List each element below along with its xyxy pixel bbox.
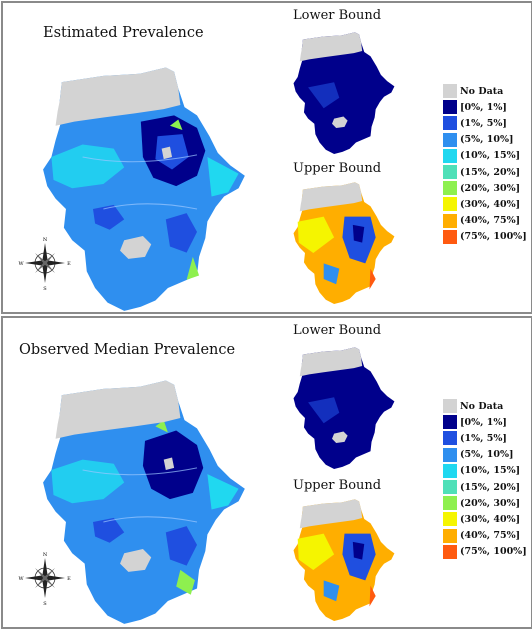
lower-bound-map: [293, 32, 395, 154]
svg-text:W: W: [18, 576, 24, 582]
legend-item: [0%, 1%]: [443, 414, 527, 430]
observed-prevalence-map: [43, 380, 245, 624]
svg-text:W: W: [18, 261, 24, 267]
observed-panel: Observed Median Prevalence Lower Bound U…: [1, 316, 532, 629]
legend: No Data [0%, 1%] (1%, 5%] (5%, 10%] (10%…: [443, 398, 527, 560]
legend-item: (10%, 15%]: [443, 463, 527, 479]
legend-item: No Data: [443, 398, 527, 414]
legend-item: (1%, 5%]: [443, 115, 527, 131]
upper-bound-label: Upper Bound: [293, 478, 382, 493]
legend-item: [0%, 1%]: [443, 99, 527, 115]
legend-item: (10%, 15%]: [443, 148, 527, 164]
upper-bound-map: [293, 499, 395, 621]
legend-item: (75%, 100%]: [443, 229, 527, 245]
legend-item: (75%, 100%]: [443, 544, 527, 560]
panel-title: Observed Median Prevalence: [19, 342, 236, 358]
svg-text:S: S: [43, 286, 47, 291]
compass-rose-icon: N S E W: [18, 552, 71, 606]
legend-item: (40%, 75%]: [443, 213, 527, 229]
panel-title: Estimated Prevalence: [43, 25, 204, 41]
estimated-prevalence-map: [43, 67, 245, 311]
legend-item: (40%, 75%]: [443, 528, 527, 544]
legend-item: (15%, 20%]: [443, 479, 527, 495]
upper-bound-map: [293, 182, 395, 304]
svg-text:S: S: [43, 601, 47, 606]
lower-bound-label: Lower Bound: [293, 323, 382, 338]
legend-item: (20%, 30%]: [443, 495, 527, 511]
estimated-panel: Estimated Prevalence Lower Bound Upper B…: [1, 1, 532, 314]
legend-item: (5%, 10%]: [443, 447, 527, 463]
legend-item: (20%, 30%]: [443, 180, 527, 196]
legend: No Data [0%, 1%] (1%, 5%] (5%, 10%] (10%…: [443, 83, 527, 245]
svg-text:E: E: [67, 576, 71, 582]
svg-text:N: N: [43, 552, 48, 558]
lower-bound-map: [293, 347, 395, 469]
compass-rose-icon: N S E W: [18, 237, 71, 291]
svg-text:E: E: [67, 261, 71, 267]
svg-text:N: N: [43, 237, 48, 243]
legend-item: (1%, 5%]: [443, 430, 527, 446]
legend-item: No Data: [443, 83, 527, 99]
legend-item: (30%, 40%]: [443, 511, 527, 527]
lower-bound-label: Lower Bound: [293, 8, 382, 23]
legend-item: (5%, 10%]: [443, 132, 527, 148]
legend-item: (15%, 20%]: [443, 164, 527, 180]
upper-bound-label: Upper Bound: [293, 161, 382, 176]
legend-item: (30%, 40%]: [443, 196, 527, 212]
